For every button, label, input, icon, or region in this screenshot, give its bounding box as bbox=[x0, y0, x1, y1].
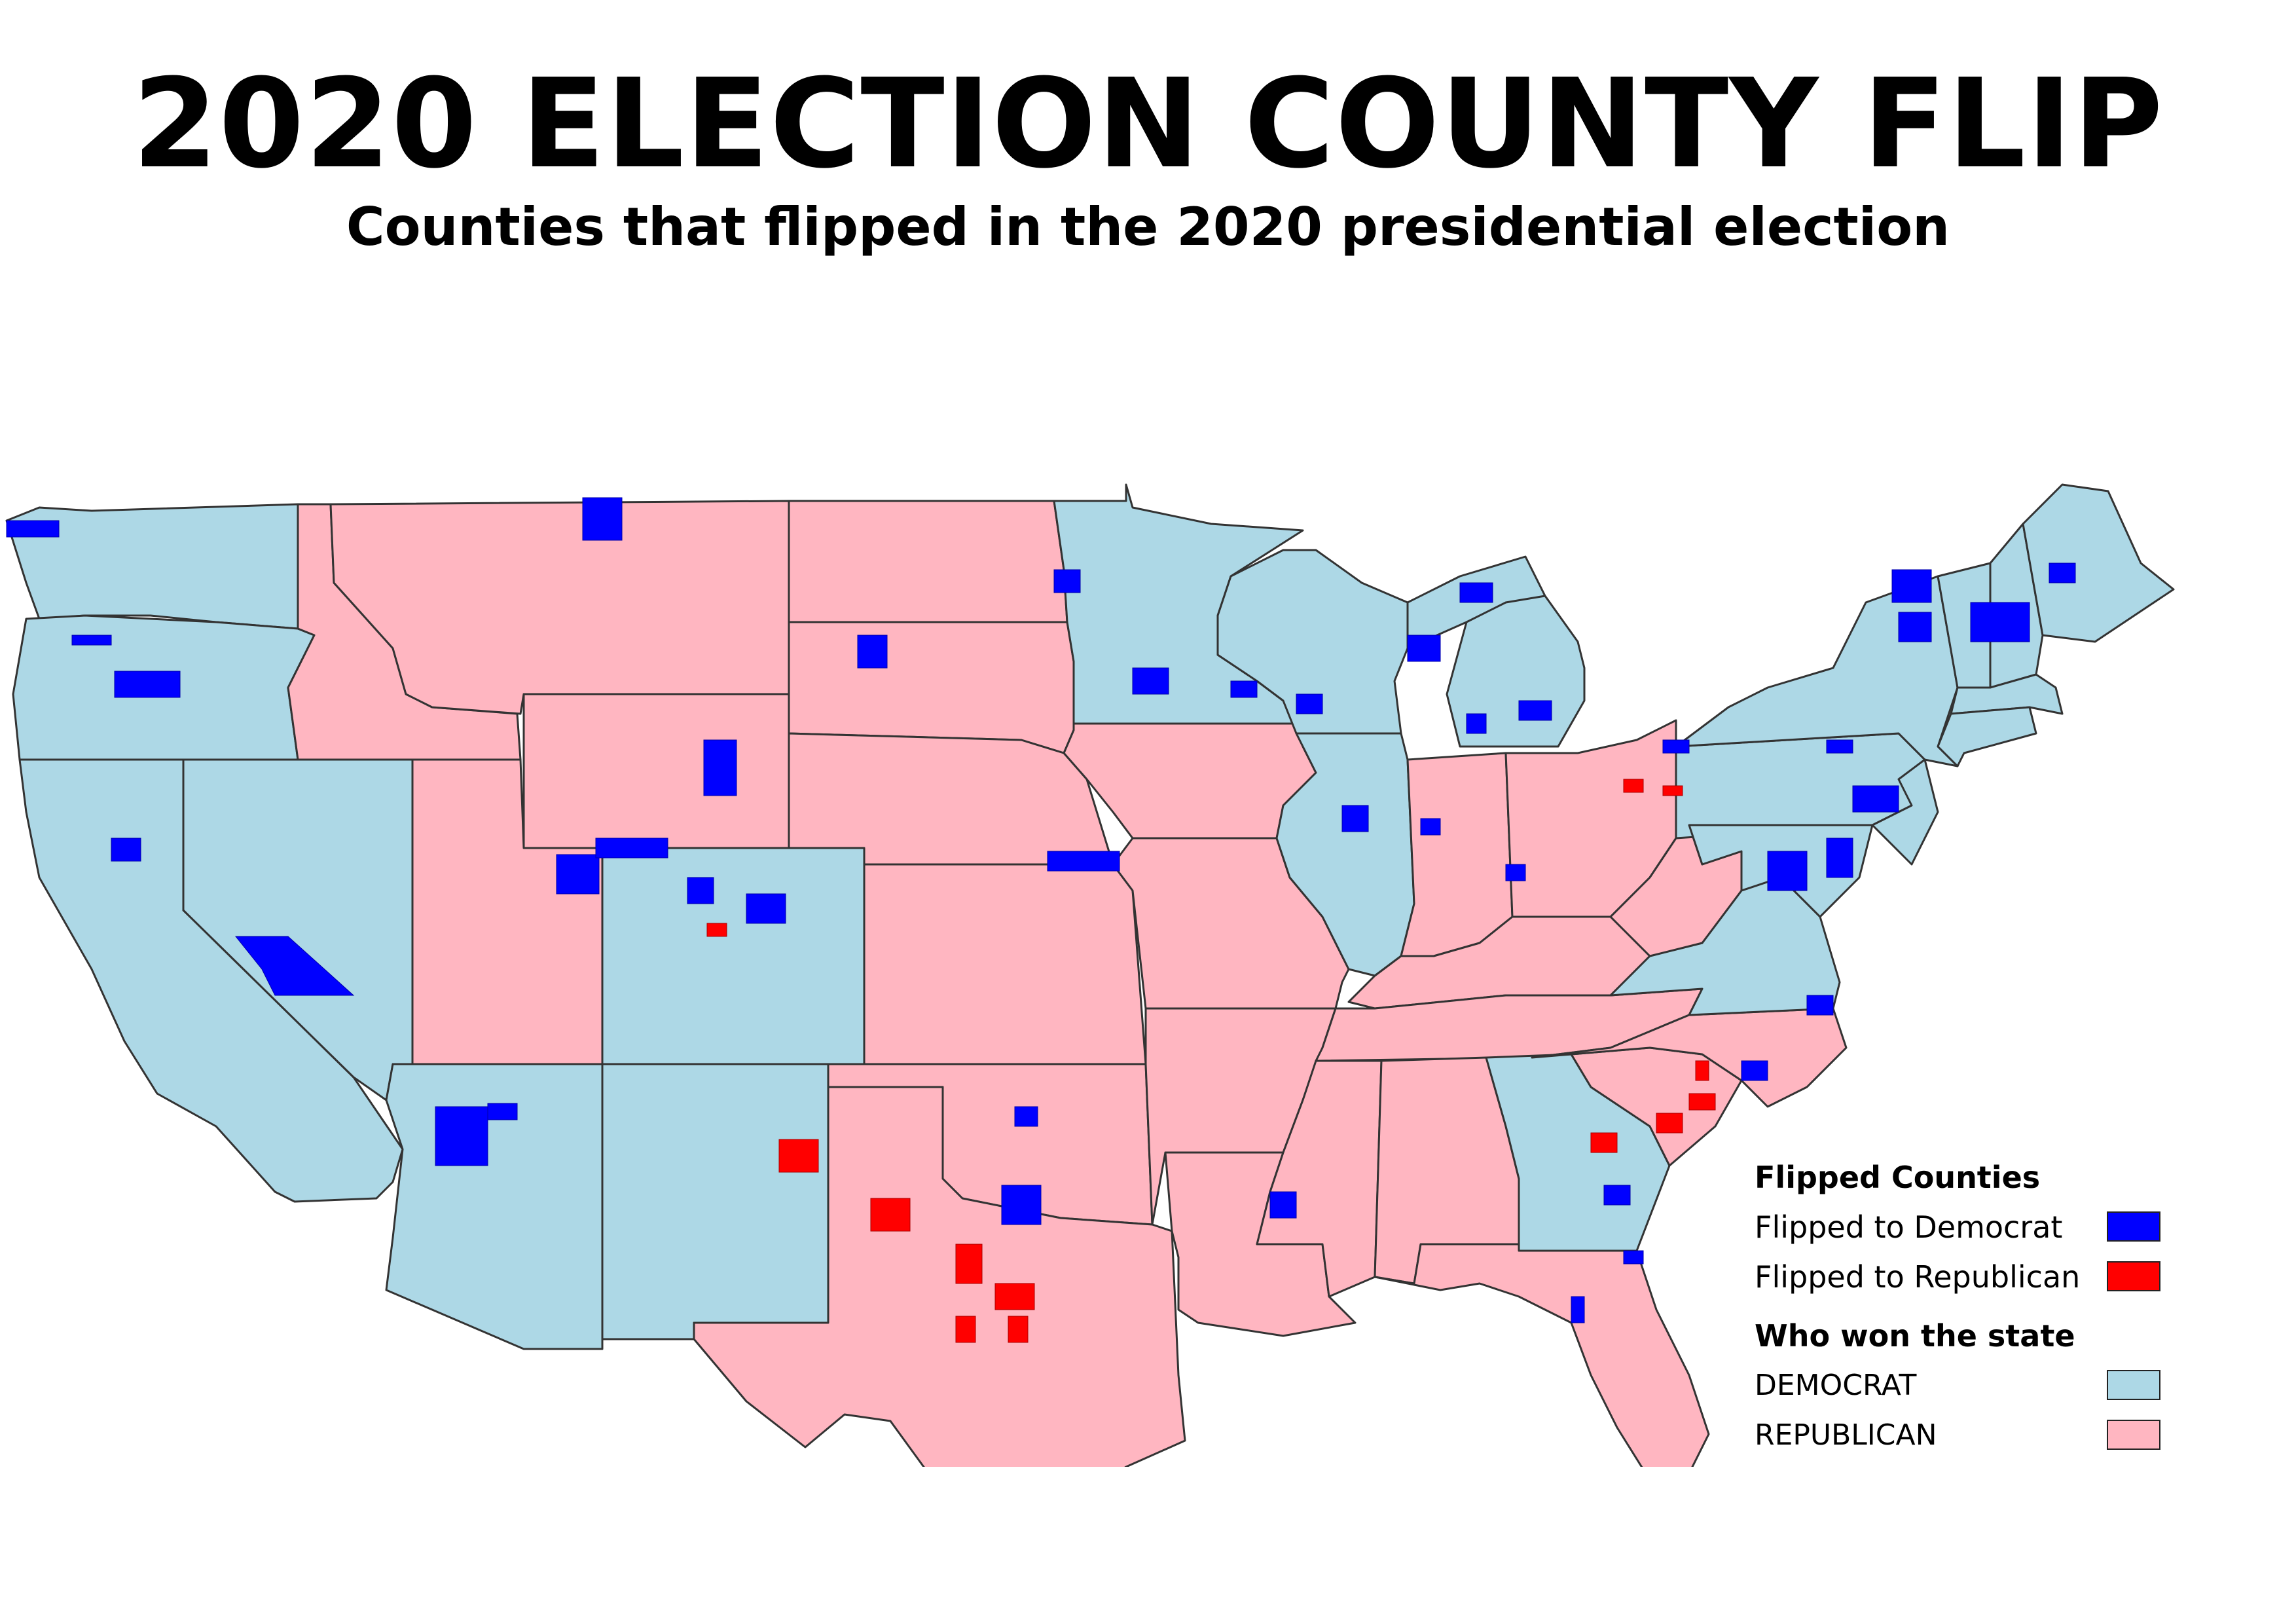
legend-swatch-flipped-republican bbox=[2107, 1261, 2160, 1291]
county-flip-dem bbox=[1407, 635, 1441, 662]
state-indiana bbox=[1400, 752, 1514, 957]
county-flip-rep bbox=[1623, 779, 1644, 793]
us-county-flip-map bbox=[5, 483, 2175, 1467]
legend-item-republican: REPUBLICAN bbox=[1755, 1411, 2160, 1460]
county-flip-dem bbox=[1518, 700, 1552, 721]
county-flip-dem bbox=[1132, 667, 1169, 695]
legend-label: Flipped to Republican bbox=[1755, 1259, 2081, 1295]
map-title: 2020 ELECTION COUNTY FLIP bbox=[132, 52, 2164, 196]
flipped-republican-counties bbox=[706, 779, 1716, 1343]
county-flip-dem bbox=[1505, 864, 1526, 881]
legend-label: Flipped to Democrat bbox=[1755, 1209, 2063, 1245]
state-north-dakota bbox=[788, 500, 1068, 623]
county-flip-dem bbox=[857, 635, 888, 669]
county-flip-dem bbox=[234, 936, 355, 996]
legend-label: DEMOCRAT bbox=[1755, 1369, 1917, 1402]
state-maine bbox=[2022, 483, 2175, 643]
county-flip-dem bbox=[1466, 713, 1487, 734]
county-flip-dem bbox=[1898, 612, 1932, 642]
county-flip-dem bbox=[1459, 582, 1493, 603]
county-flip-dem bbox=[2049, 563, 2076, 583]
county-flip-dem bbox=[746, 893, 786, 924]
county-flip-rep bbox=[1688, 1093, 1716, 1111]
flipped-democrat-counties bbox=[6, 497, 2076, 1323]
state-new-york bbox=[1675, 575, 1959, 767]
county-flip-dem bbox=[1296, 693, 1323, 714]
legend-swatch-flipped-democrat bbox=[2107, 1211, 2160, 1242]
state-wisconsin bbox=[1216, 549, 1409, 735]
county-flip-dem bbox=[556, 854, 600, 895]
legend-item-flipped-democrat: Flipped to Democrat bbox=[1755, 1202, 2160, 1252]
state-connecticut bbox=[1937, 706, 2037, 767]
county-flip-dem bbox=[1001, 1185, 1042, 1225]
county-flip-dem bbox=[595, 838, 668, 858]
county-flip-dem bbox=[687, 877, 714, 904]
state-iowa bbox=[1063, 722, 1317, 840]
map-subtitle: Counties that flipped in the 2020 presid… bbox=[346, 196, 1950, 257]
county-flip-rep bbox=[1590, 1132, 1618, 1153]
county-flip-dem bbox=[1603, 1185, 1631, 1206]
legend-swatch-democrat bbox=[2107, 1370, 2160, 1400]
county-flip-rep bbox=[955, 1316, 976, 1343]
states-layer bbox=[5, 483, 2175, 1467]
county-flip-rep bbox=[870, 1198, 911, 1232]
state-new-mexico bbox=[601, 1063, 829, 1340]
county-flip-dem bbox=[1269, 1191, 1297, 1219]
county-flip-rep bbox=[778, 1139, 819, 1173]
county-flip-dem bbox=[1623, 1250, 1644, 1264]
county-flip-rep bbox=[1656, 1113, 1683, 1134]
state-south-dakota bbox=[788, 621, 1075, 754]
state-north-carolina bbox=[1531, 1007, 1848, 1108]
county-flip-dem bbox=[114, 671, 181, 698]
county-flip-dem bbox=[1741, 1060, 1768, 1081]
county-flip-dem bbox=[6, 520, 60, 538]
county-flip-dem bbox=[1767, 851, 1808, 891]
county-flip-dem bbox=[1970, 602, 2030, 642]
county-flip-dem bbox=[1341, 805, 1369, 832]
county-flip-dem bbox=[71, 635, 112, 646]
county-flip-rep bbox=[706, 923, 727, 937]
state-colorado bbox=[601, 847, 866, 1065]
county-flip-dem bbox=[1014, 1106, 1038, 1127]
county-flip-rep bbox=[994, 1283, 1035, 1310]
county-flip-dem bbox=[1230, 680, 1258, 698]
legend-item-democrat: DEMOCRAT bbox=[1755, 1361, 2160, 1411]
county-flip-dem bbox=[1047, 851, 1120, 872]
county-flip-dem bbox=[1806, 995, 1834, 1016]
county-flip-dem bbox=[1826, 739, 1853, 754]
state-wyoming bbox=[522, 693, 790, 849]
county-flip-dem bbox=[1891, 569, 1932, 603]
county-flip-rep bbox=[1662, 785, 1683, 796]
county-flip-dem bbox=[487, 1103, 518, 1120]
county-flip-dem bbox=[1662, 739, 1690, 754]
legend-flipped-heading: Flipped Counties bbox=[1755, 1160, 2041, 1195]
county-flip-dem bbox=[1053, 569, 1081, 593]
county-flip-rep bbox=[1695, 1060, 1709, 1081]
county-flip-rep bbox=[955, 1244, 983, 1284]
county-flip-dem bbox=[111, 838, 141, 862]
county-flip-dem bbox=[582, 497, 623, 541]
legend-swatch-republican bbox=[2107, 1420, 2160, 1450]
county-flip-dem bbox=[703, 739, 737, 796]
county-flip-dem bbox=[1420, 818, 1441, 836]
state-kansas bbox=[863, 863, 1147, 1065]
county-flip-dem bbox=[435, 1106, 488, 1166]
legend-state-heading: Who won the state bbox=[1755, 1318, 2075, 1354]
legend: Flipped Counties Flipped to Democrat Fli… bbox=[1755, 1153, 2160, 1460]
legend-label: REPUBLICAN bbox=[1755, 1418, 1937, 1452]
county-flip-rep bbox=[1008, 1316, 1029, 1343]
legend-item-flipped-republican: Flipped to Republican bbox=[1755, 1252, 2160, 1302]
state-florida bbox=[1374, 1243, 1710, 1467]
county-flip-dem bbox=[1826, 838, 1853, 878]
county-flip-dem bbox=[1852, 785, 1899, 813]
county-flip-dem bbox=[1571, 1296, 1585, 1323]
